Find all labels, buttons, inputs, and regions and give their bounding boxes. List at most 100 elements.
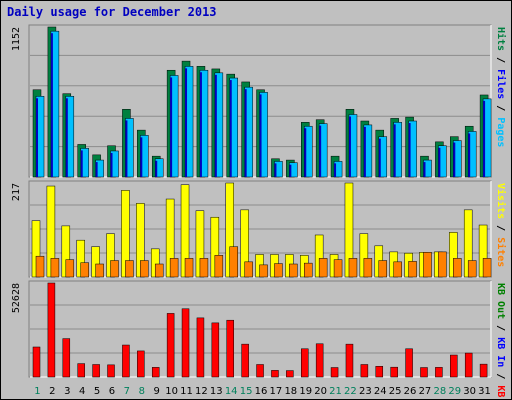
bar-kbytes bbox=[211, 322, 220, 378]
bar-sites bbox=[214, 255, 224, 278]
bar-pages bbox=[408, 123, 411, 177]
bar-kbytes bbox=[315, 343, 324, 378]
bar-sites bbox=[318, 258, 328, 278]
bar-pages bbox=[319, 125, 322, 177]
bar-kbytes bbox=[405, 348, 413, 378]
x-tick-label: 2 bbox=[49, 386, 55, 397]
bar-pages bbox=[363, 126, 366, 177]
x-tick-label: 21 bbox=[329, 386, 342, 397]
legend-entry: KB Out bbox=[495, 283, 506, 319]
x-tick-label: 19 bbox=[299, 386, 312, 397]
bar-pages bbox=[50, 33, 53, 177]
bar-pages bbox=[453, 142, 456, 177]
bar-pages bbox=[199, 72, 202, 177]
bar-sites bbox=[35, 255, 45, 278]
bar-kbytes bbox=[330, 367, 339, 378]
bar-sites bbox=[125, 260, 134, 278]
bar-sites bbox=[333, 259, 343, 278]
bar-kbytes bbox=[107, 364, 115, 378]
bar-kbytes bbox=[301, 348, 309, 378]
bar-sites bbox=[453, 258, 462, 278]
bar-kbytes bbox=[151, 367, 160, 378]
bar-pages bbox=[423, 162, 426, 177]
bar-sites bbox=[80, 262, 89, 278]
x-tick-label: 15 bbox=[240, 386, 253, 397]
legend-separator: / bbox=[495, 99, 506, 117]
bar-sites bbox=[229, 246, 238, 278]
bar-pages bbox=[259, 94, 262, 177]
x-tick-label: 23 bbox=[359, 386, 372, 397]
bar-sites bbox=[184, 258, 194, 278]
legend-panel-2: Visits / Sites bbox=[495, 183, 507, 267]
bar-sites bbox=[244, 261, 253, 278]
y-max-label: 1152 bbox=[11, 27, 22, 51]
bar-pages bbox=[274, 163, 277, 177]
bar-kbytes bbox=[271, 370, 279, 378]
bar-sites bbox=[289, 263, 298, 278]
x-tick-label: 8 bbox=[139, 386, 145, 397]
bar-kbytes bbox=[360, 364, 369, 378]
bar-kbytes bbox=[77, 363, 85, 378]
bar-pages bbox=[229, 80, 232, 177]
bar-pages bbox=[378, 138, 381, 177]
x-tick-label: 4 bbox=[79, 386, 85, 397]
bar-kbytes bbox=[435, 367, 443, 378]
x-tick-label: 26 bbox=[404, 386, 417, 397]
bar-pages bbox=[140, 137, 143, 177]
bar-pages bbox=[483, 100, 486, 177]
bar-pages bbox=[36, 98, 38, 177]
bar-sites bbox=[274, 263, 283, 278]
legend-separator: / bbox=[495, 319, 506, 337]
bar-kbytes bbox=[47, 282, 56, 378]
x-tick-label: 20 bbox=[314, 386, 327, 397]
bar-sites bbox=[423, 252, 432, 278]
bar-kbytes bbox=[420, 367, 428, 378]
bar-kbytes bbox=[479, 363, 488, 378]
bar-kbytes bbox=[241, 343, 249, 378]
bar-sites bbox=[438, 251, 447, 278]
bar-pages bbox=[468, 133, 471, 177]
bar-sites bbox=[393, 261, 402, 278]
bar-kbytes bbox=[390, 366, 398, 378]
x-tick-label: 14 bbox=[225, 386, 238, 397]
x-tick-label: 22 bbox=[344, 386, 357, 397]
bar-sites bbox=[304, 262, 313, 278]
legend-separator: / bbox=[495, 367, 506, 385]
bar-pages bbox=[214, 74, 217, 177]
chart-title: Daily usage for December 2013 bbox=[7, 5, 217, 19]
x-tick-label: 13 bbox=[210, 386, 223, 397]
bar-sites bbox=[363, 258, 373, 278]
x-tick-label: 28 bbox=[433, 386, 446, 397]
x-tick-label: 1 bbox=[34, 386, 40, 397]
x-tick-label: 18 bbox=[284, 386, 297, 397]
legend-panel-1: Hits / Files / Pages bbox=[495, 27, 507, 147]
legend-panel-3: KB Out / KB In / KB F bbox=[495, 283, 506, 399]
bar-pages bbox=[65, 98, 68, 177]
bar-sites bbox=[482, 258, 492, 278]
bar-sites bbox=[95, 263, 104, 278]
bar-pages bbox=[348, 116, 351, 177]
x-tick-label: 31 bbox=[478, 386, 491, 397]
bar-pages bbox=[438, 147, 441, 177]
x-tick-label: 3 bbox=[64, 386, 70, 397]
bar-kbytes bbox=[286, 370, 294, 378]
x-tick-label: 29 bbox=[448, 386, 461, 397]
x-tick-label: 7 bbox=[124, 386, 130, 397]
bar-sites bbox=[408, 261, 417, 278]
bar-pages bbox=[244, 89, 247, 177]
bar-kbytes bbox=[181, 308, 190, 378]
bar-sites bbox=[259, 264, 268, 278]
legend-separator: / bbox=[495, 51, 506, 69]
bar-kbytes bbox=[375, 366, 384, 378]
bar-pages bbox=[289, 164, 292, 177]
bar-pages bbox=[110, 152, 113, 177]
bar-sites bbox=[378, 260, 388, 278]
x-tick-label: 10 bbox=[165, 386, 178, 397]
legend-entry: Pages bbox=[495, 117, 506, 147]
bar-kbytes bbox=[166, 313, 175, 378]
x-tick-label: 9 bbox=[153, 386, 159, 397]
bar-kbytes bbox=[196, 317, 205, 378]
bar-sites bbox=[348, 258, 358, 278]
